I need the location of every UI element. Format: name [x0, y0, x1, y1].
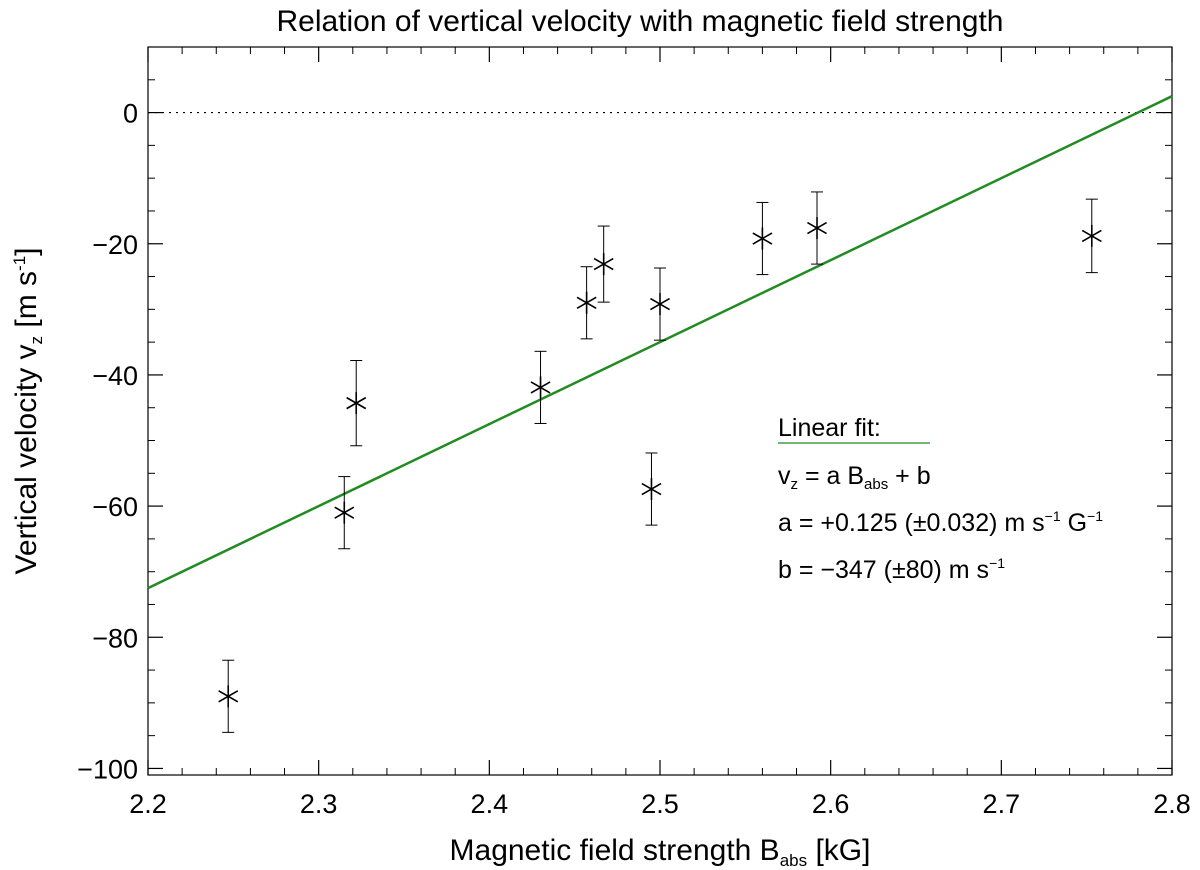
asterisk-marker: [807, 217, 827, 240]
asterisk-stroke: [530, 381, 551, 394]
asterisk-marker: [530, 376, 551, 399]
x-tick-label: 2.2: [129, 789, 167, 819]
y-axis-label-sup: -1: [10, 256, 29, 271]
x-tick-label: 2.4: [471, 789, 509, 819]
x-axis-label-main: Magnetic field strength B: [450, 834, 780, 867]
chart-title: Relation of vertical velocity with magne…: [276, 5, 1003, 38]
x-axis-label: Magnetic field strength Babs [kG]: [450, 834, 871, 870]
x-tick-label: 2.5: [641, 789, 679, 819]
data-point: [1081, 198, 1102, 274]
fit-slope-sup2: −1: [1087, 508, 1103, 524]
y-tick-label: −80: [92, 623, 138, 653]
asterisk-stroke: [218, 690, 239, 703]
asterisk-stroke: [807, 221, 827, 235]
plot-frame: [147, 46, 1173, 776]
data-point: [641, 452, 662, 526]
fit-eq-mid: = a B: [798, 462, 864, 490]
fit-intercept: b = −347 (±80) m s−1: [778, 555, 1005, 584]
data-point: [752, 201, 773, 276]
y-tick-label: −20: [92, 230, 138, 260]
fit-slope: a = +0.125 (±0.032) m s−1 G−1: [778, 508, 1103, 537]
x-tick-label: 2.6: [812, 789, 850, 819]
y-tick-label: −60: [92, 492, 138, 522]
fit-eq-end: + b: [888, 462, 930, 490]
asterisk-marker: [1081, 224, 1102, 247]
data-point: [530, 350, 551, 424]
x-tick-label: 2.7: [983, 789, 1021, 819]
fit-equation: vz = a Babs + b: [778, 462, 931, 493]
asterisk-stroke: [346, 396, 367, 410]
asterisk-marker: [650, 293, 670, 316]
fit-slope-sup: −1: [1045, 508, 1061, 524]
y-tick-label: −100: [77, 754, 138, 784]
data-point: [807, 191, 827, 265]
asterisk-stroke: [593, 257, 614, 271]
data-point: [576, 266, 597, 340]
asterisk-marker: [641, 478, 662, 501]
y-axis-label-unit-open: [m s: [10, 271, 43, 336]
fit-annotation: Linear fit: vz = a Babs + b a = +0.125 (…: [778, 414, 1103, 584]
asterisk-marker: [576, 291, 597, 314]
fit-heading: Linear fit:: [778, 414, 881, 442]
x-tick-label: 2.8: [1153, 789, 1191, 819]
asterisk-stroke: [752, 232, 773, 245]
fit-eq-z: z: [791, 476, 799, 493]
asterisk-marker: [334, 501, 355, 524]
y-tick-label: 0: [123, 99, 138, 129]
data-point: [346, 359, 367, 447]
fit-intercept-sup: −1: [989, 555, 1005, 571]
asterisk-stroke: [1081, 229, 1102, 243]
axis-ticks: 2.2 2.3 2.4 2.5 2.6 2.7 2.8 −100 −80 −60 −40 −20 0: [77, 46, 1191, 819]
x-tick-label: 2.3: [300, 789, 338, 819]
y-axis-label: Vertical velocity vz [m s-1]: [10, 247, 46, 574]
fit-eq-abs: abs: [864, 476, 888, 493]
y-axis-label-unit-close: ]: [10, 247, 43, 255]
y-axis-label-main: Vertical velocity v: [10, 344, 43, 574]
asterisk-stroke: [650, 297, 670, 311]
data-points: [218, 191, 1102, 733]
asterisk-stroke: [576, 296, 597, 309]
fit-intercept-text: b = −347 (±80) m s: [778, 556, 989, 584]
fit-eq-v: v: [778, 462, 791, 490]
fit-line-group: [147, 95, 1173, 590]
asterisk-marker: [346, 392, 367, 415]
y-tick-label: −40: [92, 361, 138, 391]
x-axis-label-sub: abs: [780, 851, 807, 870]
data-point: [650, 267, 670, 341]
asterisk-marker: [752, 227, 773, 250]
y-axis-label-sub: z: [27, 336, 46, 345]
fit-line: [147, 95, 1173, 590]
fit-slope-unit: G: [1061, 509, 1087, 537]
data-point: [334, 476, 355, 550]
asterisk-marker: [593, 253, 614, 276]
data-point: [593, 225, 614, 303]
x-axis-label-unit: [kG]: [807, 834, 870, 867]
fit-slope-text: a = +0.125 (±0.032) m s: [778, 509, 1045, 537]
data-point: [218, 659, 239, 733]
asterisk-stroke: [334, 506, 355, 519]
asterisk-stroke: [641, 482, 662, 496]
asterisk-marker: [218, 685, 239, 708]
